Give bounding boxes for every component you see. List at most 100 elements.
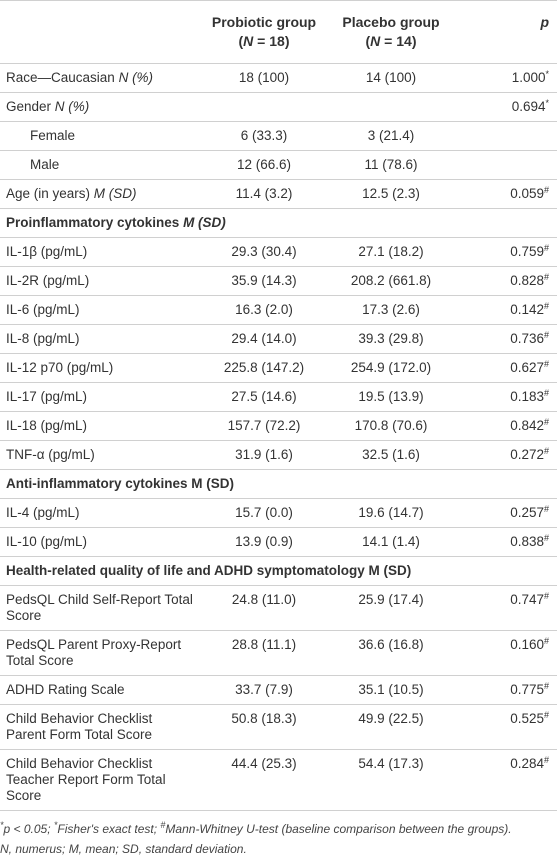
placebo-value: 254.9 (172.0)	[328, 353, 454, 383]
p-value	[454, 121, 557, 151]
p-text: 0.838	[510, 534, 544, 549]
p-text: *	[545, 69, 549, 79]
label-text: Age (in years)	[6, 186, 94, 201]
placebo-value: 14 (100)	[328, 63, 454, 93]
probiotic-text: 33.7 (7.9)	[235, 682, 293, 697]
data-row: PedsQL Parent Proxy-Report Total Score 28…	[0, 630, 557, 676]
probiotic-value: 29.3 (30.4)	[200, 237, 328, 267]
data-row: Child Behavior Checklist Teacher Report …	[0, 749, 557, 811]
label-text: Gender	[6, 99, 55, 114]
section-text: M (SD)	[183, 215, 226, 230]
header-p: p	[454, 0, 557, 64]
p-text: #	[543, 388, 549, 398]
header-blank	[0, 0, 200, 64]
footnote-text: N, numerus; M, mean; SD, standard deviat…	[0, 842, 247, 856]
label-text: PedsQL Parent Proxy-Report Total Score	[6, 637, 182, 668]
label-text: IL-12 p70 (pg/mL)	[6, 360, 114, 375]
p-value: 0.284#	[454, 749, 557, 811]
section-title: Health-related quality of life and ADHD …	[0, 556, 557, 586]
data-row: Female 6 (33.3) 3 (21.4)	[0, 121, 557, 151]
p-text: #	[543, 681, 549, 691]
p-value: 0.142#	[454, 295, 557, 325]
p-value: 0.694*	[454, 92, 557, 122]
probiotic-text: 31.9 (1.6)	[235, 447, 293, 462]
placebo-value: 19.6 (14.7)	[328, 498, 454, 528]
probiotic-value: 29.4 (14.0)	[200, 324, 328, 354]
row-label: IL-4 (pg/mL)	[0, 498, 200, 528]
label-text: IL-6 (pg/mL)	[6, 302, 80, 317]
label-text: N (%)	[118, 70, 154, 85]
placebo-text: 32.5 (1.6)	[362, 447, 420, 462]
row-label: Age (in years) M (SD)	[0, 179, 200, 209]
placebo-text: 36.6 (16.8)	[358, 637, 424, 652]
probiotic-value: 225.8 (147.2)	[200, 353, 328, 383]
row-label: ADHD Rating Scale	[0, 675, 200, 705]
label-text: IL-4 (pg/mL)	[6, 505, 80, 520]
data-row: IL-1β (pg/mL) 29.3 (30.4) 27.1 (18.2) 0.759…	[0, 237, 557, 267]
probiotic-text: 44.4 (25.3)	[231, 756, 297, 771]
p-value: 0.759#	[454, 237, 557, 267]
probiotic-text: 27.5 (14.6)	[231, 389, 297, 404]
p-text: #	[543, 504, 549, 514]
p-value: 0.838#	[454, 527, 557, 557]
probiotic-text: 29.4 (14.0)	[231, 331, 297, 346]
header-text: Placebo group	[342, 14, 440, 30]
probiotic-text: 157.7 (72.2)	[227, 418, 301, 433]
placebo-value: 25.9 (17.4)	[328, 585, 454, 631]
p-text: #	[543, 185, 549, 195]
placebo-value: 35.1 (10.5)	[328, 675, 454, 705]
p-text: #	[543, 710, 549, 720]
probiotic-value: 11.4 (3.2)	[200, 179, 328, 209]
probiotic-text: 225.8 (147.2)	[223, 360, 305, 375]
row-label: IL-1β (pg/mL)	[0, 237, 200, 267]
label-text: PedsQL Child Self-Report Total Score	[6, 592, 193, 623]
probiotic-value: 44.4 (25.3)	[200, 749, 328, 811]
placebo-text: 49.9 (22.5)	[358, 711, 424, 726]
section-row: Health-related quality of life and ADHD …	[0, 556, 557, 586]
probiotic-value: 18 (100)	[200, 63, 328, 93]
table-body: Race—Caucasian N (%) 18 (100) 14 (100) 1.00…	[0, 63, 557, 811]
placebo-text: 11 (78.6)	[364, 157, 418, 172]
probiotic-value: 27.5 (14.6)	[200, 382, 328, 412]
label-text: IL-8 (pg/mL)	[6, 331, 80, 346]
p-value: 0.627#	[454, 353, 557, 383]
placebo-value	[328, 92, 454, 122]
placebo-value: 170.8 (70.6)	[328, 411, 454, 441]
row-label: Child Behavior Checklist Parent Form Tot…	[0, 704, 200, 750]
p-text: #	[543, 272, 549, 282]
placebo-value: 3 (21.4)	[328, 121, 454, 151]
p-text: 0.059	[510, 186, 544, 201]
label-text: Child Behavior Checklist Teacher Report …	[6, 756, 166, 803]
placebo-value: 208.2 (661.8)	[328, 266, 454, 296]
p-text: #	[543, 330, 549, 340]
label-text: Male	[30, 157, 60, 172]
probiotic-value: 16.3 (2.0)	[200, 295, 328, 325]
probiotic-value: 12 (66.6)	[200, 150, 328, 180]
p-value: 0.160#	[454, 630, 557, 676]
p-value	[454, 150, 557, 180]
header-text: (	[365, 33, 371, 49]
placebo-text: 170.8 (70.6)	[354, 418, 428, 433]
label-text: N (%)	[54, 99, 90, 114]
placebo-text: 39.3 (29.8)	[358, 331, 424, 346]
placebo-text: 35.1 (10.5)	[358, 682, 424, 697]
placebo-text: 19.6 (14.7)	[358, 505, 424, 520]
data-row: IL-18 (pg/mL) 157.7 (72.2) 170.8 (70.6) 0.8…	[0, 411, 557, 441]
p-value: 0.775#	[454, 675, 557, 705]
data-row: PedsQL Child Self-Report Total Score 24.8…	[0, 585, 557, 631]
label-text: IL-18 (pg/mL)	[6, 418, 88, 433]
table-header: Probiotic group (N = 18) Placebo group (N …	[0, 0, 557, 64]
placebo-text: 19.5 (13.9)	[358, 389, 424, 404]
row-label: PedsQL Parent Proxy-Report Total Score	[0, 630, 200, 676]
p-text: 0.694	[511, 99, 546, 114]
p-text: 0.183	[510, 389, 544, 404]
p-value: 0.257#	[454, 498, 557, 528]
probiotic-value	[200, 92, 328, 122]
p-value: 0.525#	[454, 704, 557, 750]
p-text: 0.627	[510, 360, 544, 375]
label-text: Child Behavior Checklist Parent Form Tot…	[6, 711, 153, 742]
p-text: *	[545, 98, 549, 108]
data-row: Race—Caucasian N (%) 18 (100) 14 (100) 1.00…	[0, 63, 557, 93]
label-text: IL-10 (pg/mL)	[6, 534, 88, 549]
